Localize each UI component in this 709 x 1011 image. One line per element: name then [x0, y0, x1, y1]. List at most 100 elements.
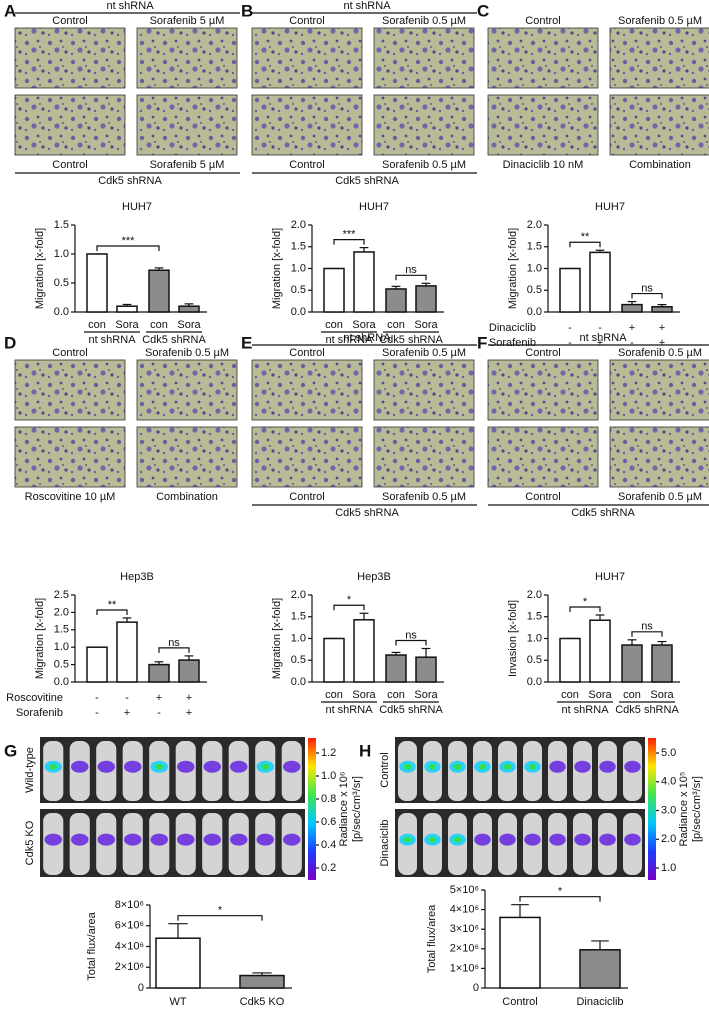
signal — [283, 833, 301, 846]
colorbar-tick-label: 0.4 — [321, 839, 336, 851]
signal — [256, 833, 274, 846]
condition-sign: - — [157, 707, 161, 719]
micrograph — [373, 426, 475, 488]
y-tick-label: 2×10⁶ — [115, 961, 144, 973]
micrograph — [14, 94, 126, 156]
condition-sign: + — [629, 322, 635, 334]
signal-core — [403, 763, 412, 770]
y-tick-label: 2.0 — [291, 219, 306, 231]
condition-sign: + — [124, 707, 130, 719]
signal-core — [49, 763, 58, 770]
y-axis-label: Migration [x-fold] — [271, 598, 283, 679]
image-label: Sorafenib 5 µM — [150, 15, 225, 27]
signal — [44, 833, 62, 846]
y-tick-label: 1.0 — [54, 641, 69, 653]
bar — [385, 654, 407, 683]
bar — [621, 303, 643, 313]
x-tick-label: Sora — [177, 319, 201, 331]
colorbar-label: Radiance x 10⁶ — [338, 772, 350, 847]
signal — [574, 760, 591, 773]
chart-title: Hep3B — [357, 571, 391, 583]
y-tick-label: 0 — [138, 982, 144, 994]
y-tick-label: 1.0 — [527, 632, 542, 644]
image-label: Sorafenib 0.5 µM — [618, 491, 702, 503]
condition-sign: - — [95, 692, 99, 704]
image-header: nt shRNA — [343, 0, 391, 12]
image-label: Control — [289, 15, 324, 27]
x-tick-label: con — [561, 689, 579, 701]
panel-letter: H — [359, 741, 371, 760]
x-tick-label: Sora — [414, 319, 438, 331]
image-label: Roscovitine 10 µM — [25, 491, 116, 503]
panel-letter: D — [4, 333, 16, 352]
significance-bracket — [631, 292, 663, 299]
colorbar — [648, 738, 656, 880]
colorbar-tick-label: 1.0 — [661, 862, 676, 874]
condition-sign: + — [156, 692, 162, 704]
group-label: nt shRNA — [561, 704, 609, 716]
colorbar-tick-label: 1.0 — [321, 770, 336, 782]
significance-label: ** — [581, 231, 590, 243]
image-footer: Cdk5 shRNA — [98, 175, 162, 187]
signal — [524, 833, 541, 846]
significance-bracket — [395, 274, 427, 281]
significance-label: * — [347, 594, 352, 606]
significance-bracket — [333, 604, 365, 611]
panel-letter: E — [241, 333, 252, 352]
signal — [97, 833, 115, 846]
x-tick-label: WT — [169, 996, 186, 1008]
significance-bracket — [569, 606, 601, 613]
group-label: Cdk5 shRNA — [379, 334, 443, 346]
y-tick-label: 0.5 — [527, 284, 542, 296]
image-label: Sorafenib 0.5 µM — [618, 347, 702, 359]
y-tick-label: 0.0 — [527, 676, 542, 688]
group-label: Cdk5 shRNA — [615, 704, 679, 716]
image-label: Sorafenib 0.5 µM — [382, 491, 466, 503]
y-tick-label: 2×10⁶ — [450, 943, 479, 955]
y-tick-label: 2.5 — [54, 589, 69, 601]
x-tick-label: Dinaciclib — [576, 996, 623, 1008]
significance-label: ns — [405, 264, 417, 276]
condition-sign: - — [598, 322, 602, 334]
y-tick-label: 0.5 — [291, 654, 306, 666]
signal — [203, 833, 221, 846]
bar — [579, 949, 621, 989]
y-tick-label: 1.0 — [291, 262, 306, 274]
condition-sign: + — [186, 707, 192, 719]
significance-label: * — [218, 905, 223, 917]
y-tick-label: 1.0 — [54, 248, 69, 260]
y-tick-label: 2.0 — [54, 606, 69, 618]
y-tick-label: 2.0 — [291, 589, 306, 601]
y-axis-label: Total flux/area — [86, 911, 98, 980]
micrograph — [136, 426, 238, 488]
chart-title: HUH7 — [595, 201, 625, 213]
significance-bracket — [158, 647, 190, 653]
micrograph — [609, 27, 709, 89]
condition-sign: - — [630, 337, 634, 349]
colorbar-tick-label: 2.0 — [661, 833, 676, 845]
y-tick-label: 3×10⁶ — [450, 923, 479, 935]
bar — [155, 937, 201, 989]
image-label: Control — [525, 347, 560, 359]
condition-sign: + — [597, 337, 603, 349]
bar — [589, 251, 611, 313]
bar — [353, 251, 375, 313]
bar — [559, 637, 581, 683]
significance-bracket — [333, 239, 365, 245]
micrograph — [251, 426, 363, 488]
y-tick-label: 6×10⁶ — [115, 920, 144, 932]
panel-letter: F — [477, 333, 487, 352]
row-label: Dinaciclib — [379, 819, 391, 866]
signal — [177, 833, 195, 846]
micrograph — [251, 359, 363, 421]
colorbar-label: Radiance x 10⁵ — [678, 772, 690, 847]
y-tick-label: 1.5 — [291, 241, 306, 253]
significance-label: *** — [343, 229, 357, 241]
bar — [116, 621, 138, 683]
image-label: Control — [52, 15, 87, 27]
signal — [549, 760, 566, 773]
image-label: Control — [525, 491, 560, 503]
bar — [385, 288, 407, 313]
colorbar — [308, 738, 316, 880]
y-tick-label: 4×10⁶ — [115, 940, 144, 952]
